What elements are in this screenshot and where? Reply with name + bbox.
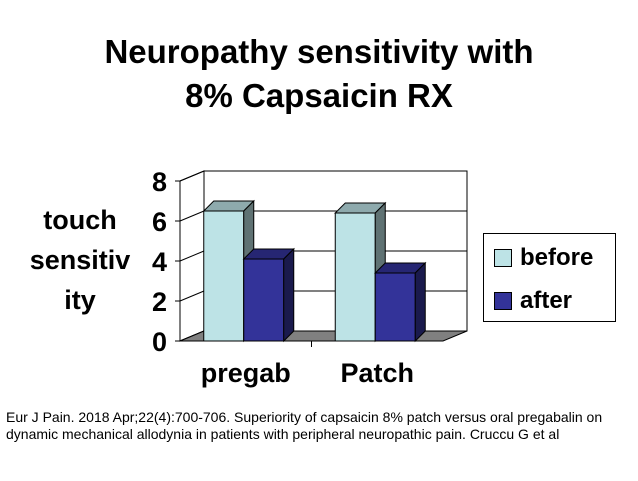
y-axis-label-line-1: touch bbox=[43, 205, 117, 235]
y-axis-label-line-3: ity bbox=[64, 285, 96, 315]
bar-before-pregab bbox=[203, 210, 245, 342]
side-gridline bbox=[179, 250, 205, 262]
bar-after-pregab bbox=[243, 258, 285, 342]
bar-after-Patch bbox=[374, 272, 416, 342]
y-tick-label: 4 bbox=[152, 247, 167, 277]
title-line-2: 8% Capsaicin RX bbox=[185, 77, 453, 114]
legend-swatch-before bbox=[494, 249, 512, 267]
y-axis-label: touch sensitiv ity bbox=[20, 200, 140, 320]
y-axis-label-line-2: sensitiv bbox=[29, 245, 131, 275]
legend-swatch-after bbox=[494, 292, 512, 310]
legend-label-before: before bbox=[520, 244, 594, 271]
legend-label-after: after bbox=[520, 287, 573, 314]
x-tick-label: Patch bbox=[340, 358, 414, 388]
bar-side-after-Patch bbox=[414, 261, 426, 343]
title-line-1: Neuropathy sensitivity with bbox=[104, 33, 534, 70]
legend-item-after: after bbox=[494, 287, 572, 315]
citation-text: Eur J Pain. 2018 Apr;22(4):700-706. Supe… bbox=[6, 409, 603, 442]
side-gridline bbox=[179, 210, 205, 222]
legend-item-before: before bbox=[494, 244, 593, 272]
bar-side-after-pregab bbox=[283, 247, 295, 343]
y-tick-label: 8 bbox=[152, 167, 167, 197]
side-gridline bbox=[179, 170, 205, 182]
bar-before-Patch bbox=[334, 212, 376, 342]
side-gridline bbox=[179, 290, 205, 302]
y-tick-label: 2 bbox=[152, 287, 167, 317]
legend: before after bbox=[483, 233, 616, 322]
x-tick-label: pregab bbox=[201, 358, 291, 388]
y-tick-label: 6 bbox=[152, 207, 167, 237]
chart-title: Neuropathy sensitivity with 8% Capsaicin… bbox=[0, 30, 638, 118]
y-tick-label: 0 bbox=[152, 327, 167, 357]
